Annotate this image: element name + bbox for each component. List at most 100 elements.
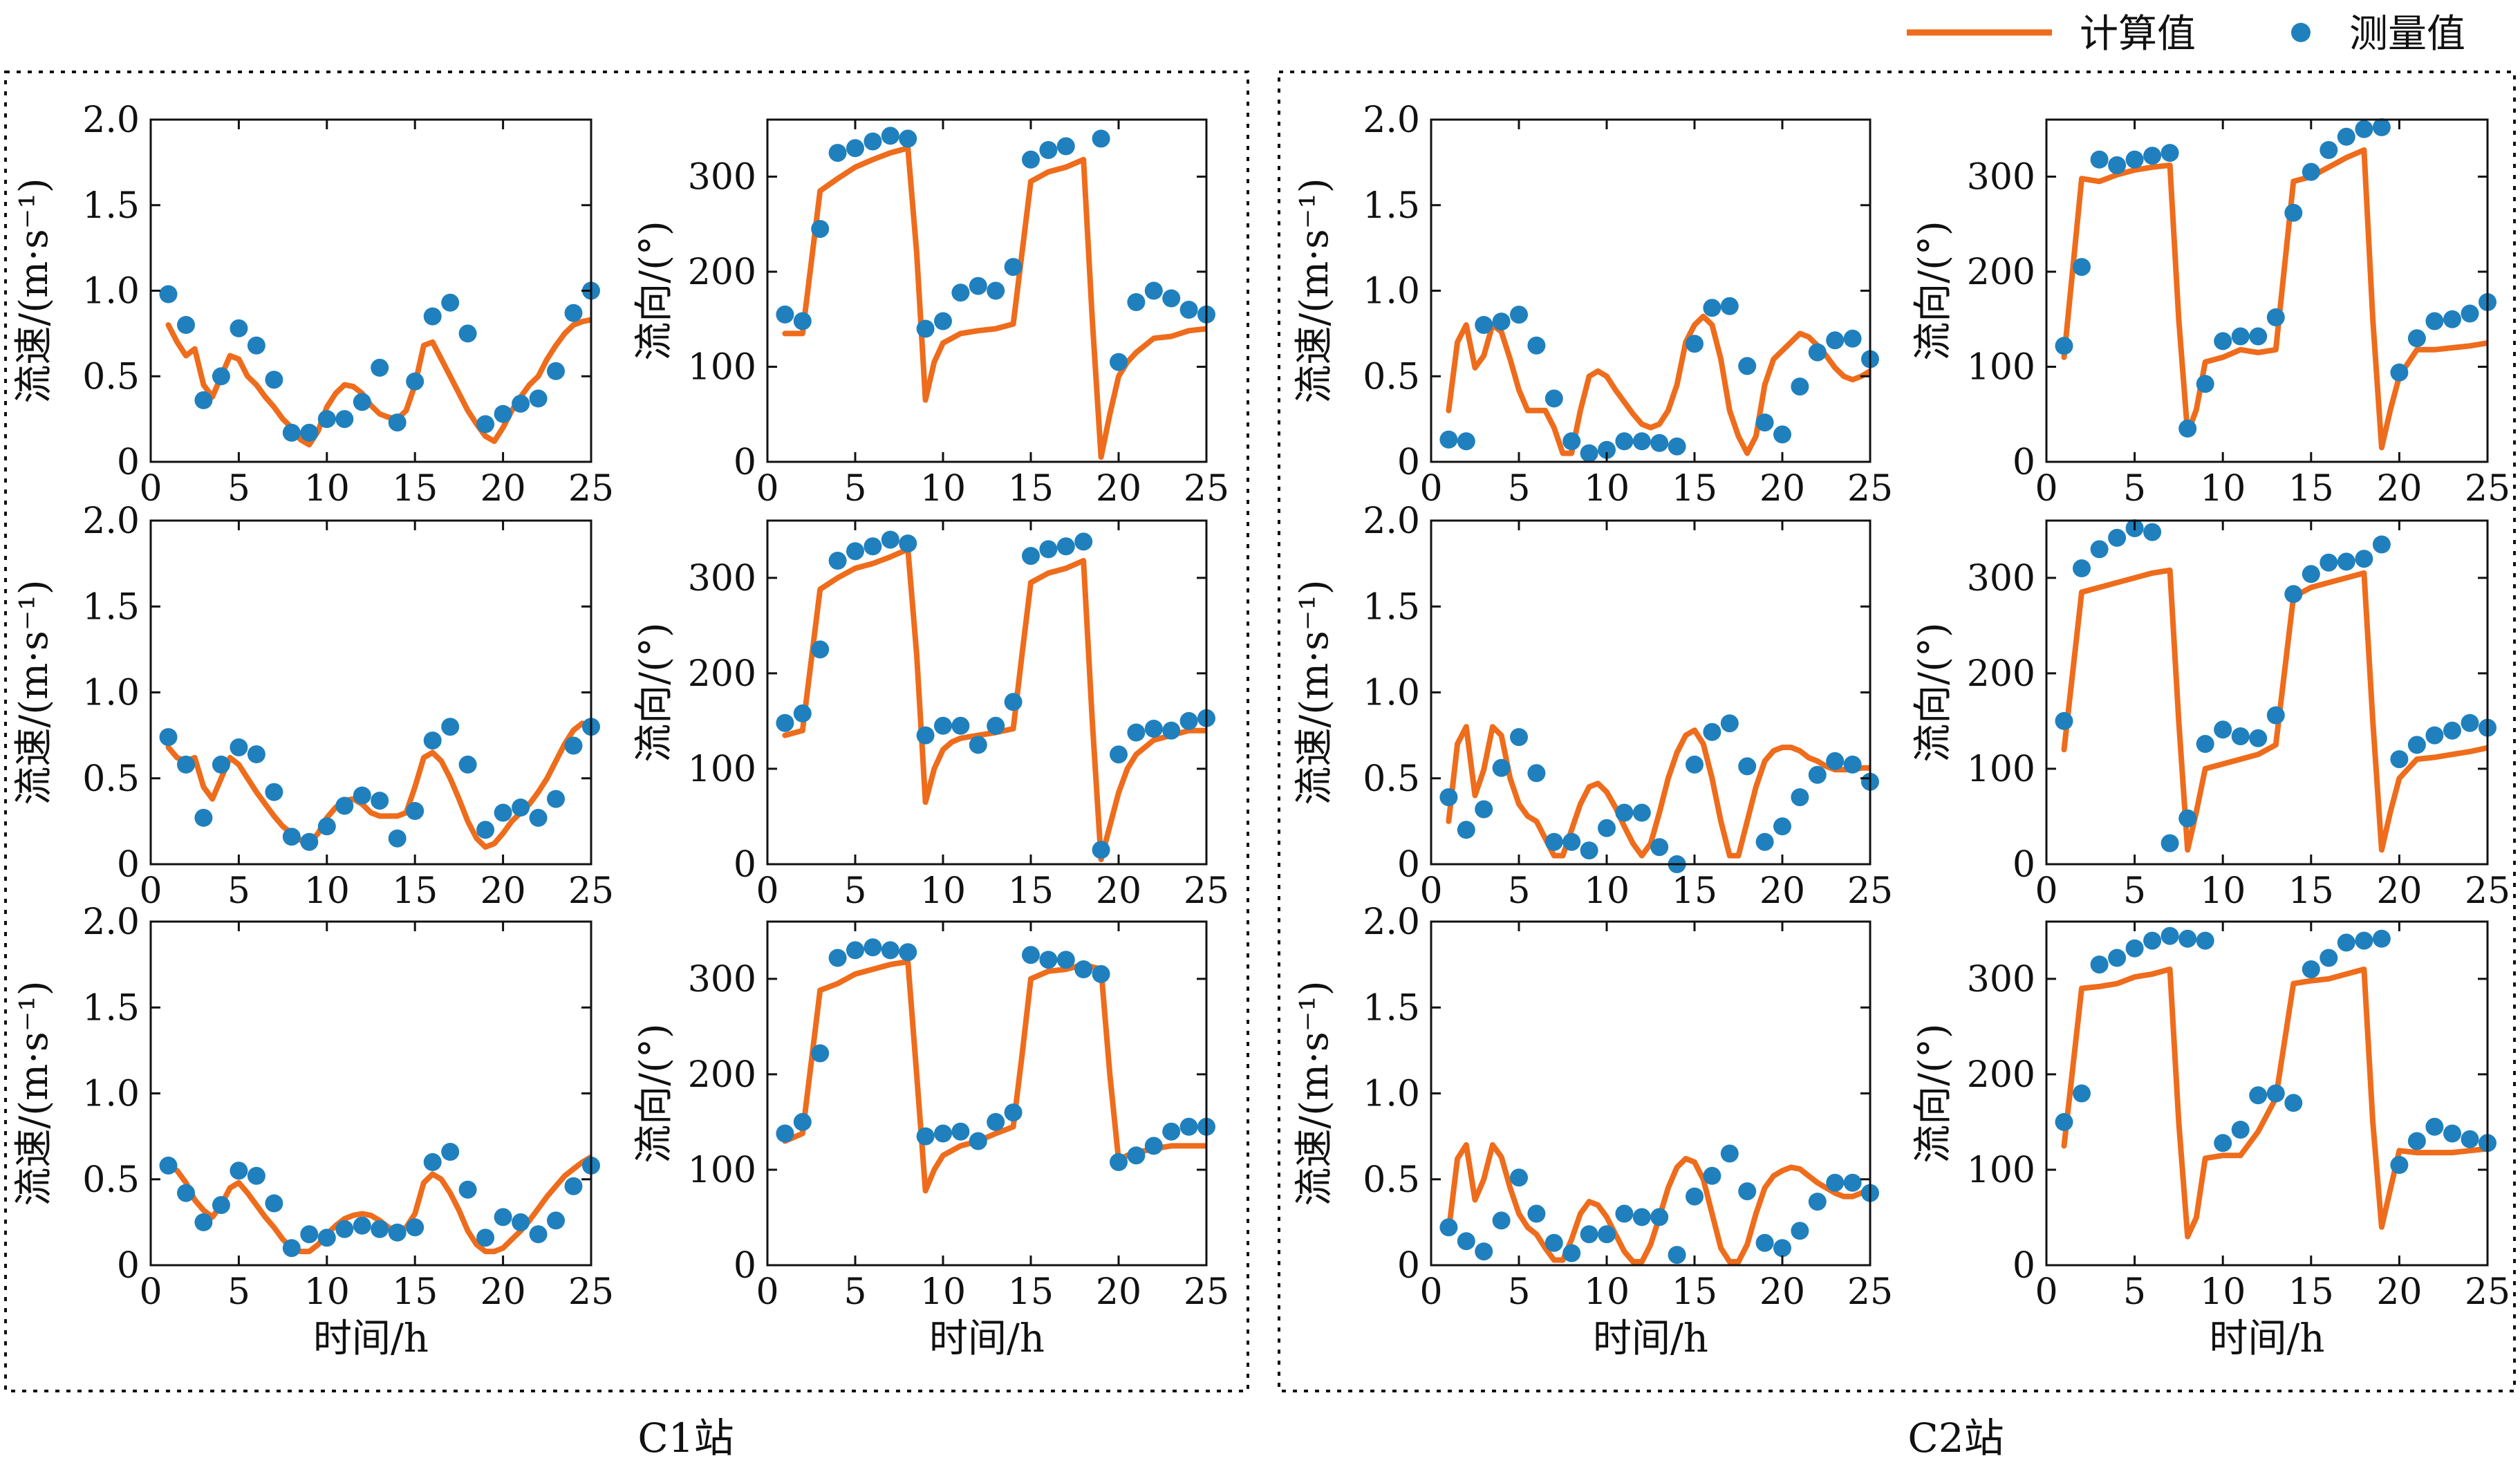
meas-point-r1c2-21 xyxy=(1162,289,1181,308)
meas-point-r3c1-20 xyxy=(512,1213,530,1231)
meas-point-r1c4-21 xyxy=(2425,312,2444,330)
meas-point-r2c4-18 xyxy=(2372,535,2391,554)
meas-point-r2c1-3 xyxy=(212,755,230,774)
meas-point-r2c1-6 xyxy=(265,783,283,801)
y-tick-label-r3c2-300: 300 xyxy=(688,959,756,1000)
x-tick-label-r3c4-5: 5 xyxy=(2123,1271,2146,1313)
meas-point-r3c3-22 xyxy=(1826,1173,1845,1192)
meas-point-r2c3-8 xyxy=(1580,841,1598,860)
meas-point-r1c2-15 xyxy=(1039,141,1058,159)
y-tick-label-r2c2-300: 300 xyxy=(688,558,756,599)
x-tick-label-r2c3-0: 0 xyxy=(1419,870,1442,912)
calc-line-r2c2 xyxy=(782,546,1206,863)
meas-point-r3c1-0 xyxy=(159,1156,178,1175)
meas-point-r1c3-6 xyxy=(1544,389,1563,408)
meas-point-r1c3-13 xyxy=(1668,437,1686,456)
y-tick-label-r3c1-1.5: 1.5 xyxy=(82,987,140,1029)
meas-point-r2c1-21 xyxy=(529,808,548,827)
meas-point-r3c2-20 xyxy=(1127,1146,1146,1165)
meas-point-r1c1-10 xyxy=(335,410,354,429)
meas-point-r3c2-15 xyxy=(1039,951,1058,969)
x-tick-label-r2c4-5: 5 xyxy=(2123,870,2146,912)
plot-frame-r2c4 xyxy=(2045,519,2489,866)
meas-point-r1c3-4 xyxy=(1510,306,1528,324)
y-tick-label-r1c2-0: 0 xyxy=(734,442,756,483)
y-axis-label-r2c3: 流速/(m·s⁻¹) xyxy=(1292,579,1337,805)
meas-point-r1c4-10 xyxy=(2231,327,2250,346)
x-tick-label-r3c2-0: 0 xyxy=(756,1271,778,1313)
meas-point-r2c3-16 xyxy=(1720,714,1739,733)
meas-point-r2c2-18 xyxy=(1092,841,1110,859)
y-axis-label-r2c2: 流向/(°) xyxy=(632,622,677,763)
meas-point-r2c4-7 xyxy=(2178,809,2197,828)
y-tick-label-r3c1-0: 0 xyxy=(117,1245,140,1287)
meas-point-r3c2-12 xyxy=(987,1112,1005,1131)
meas-point-r2c1-19 xyxy=(494,803,512,822)
y-tick-label-r3c3-0.5: 0.5 xyxy=(1363,1159,1420,1201)
meas-point-r3c2-8 xyxy=(916,1127,935,1146)
x-tick-label-r3c2-10: 10 xyxy=(920,1271,966,1313)
meas-point-r2c4-20 xyxy=(2407,736,2426,754)
x-tick-label-r3c4-0: 0 xyxy=(2035,1271,2057,1313)
meas-point-r1c1-21 xyxy=(529,389,548,408)
meas-point-r2c1-4 xyxy=(230,738,248,756)
meas-point-r2c1-22 xyxy=(547,790,565,808)
y-tick-label-r1c4-100: 100 xyxy=(1967,347,2035,389)
meas-point-r2c3-7 xyxy=(1562,832,1581,851)
meas-point-r2c2-21 xyxy=(1144,720,1163,738)
meas-point-r2c4-15 xyxy=(2320,553,2338,572)
meas-point-r3c3-23 xyxy=(1843,1173,1862,1192)
y-tick-label-r2c3-2: 2.0 xyxy=(1363,501,1420,542)
x-tick-label-r3c3-10: 10 xyxy=(1584,1271,1630,1313)
y-tick-label-r3c2-100: 100 xyxy=(688,1150,756,1191)
meas-point-r1c4-16 xyxy=(2337,127,2355,146)
meas-point-r2c1-5 xyxy=(247,745,265,763)
meas-point-r2c1-2 xyxy=(194,808,213,827)
meas-point-r1c3-9 xyxy=(1598,440,1616,459)
y-axis-label-r3c3: 流速/(m·s⁻¹) xyxy=(1292,980,1337,1206)
meas-point-r1c1-1 xyxy=(177,316,195,334)
x-tick-label-r3c2-5: 5 xyxy=(843,1271,866,1313)
meas-point-r3c3-18 xyxy=(1755,1233,1774,1252)
meas-point-r1c2-1 xyxy=(793,312,812,330)
y-axis-label-r2c1: 流速/(m·s⁻¹) xyxy=(12,579,57,805)
meas-point-r2c4-8 xyxy=(2196,735,2214,753)
x-tick-label-r1c4-20: 20 xyxy=(2376,468,2422,510)
calc-line-r1c3 xyxy=(1446,313,1870,456)
x-tick-label-r1c1-0: 0 xyxy=(139,468,162,510)
meas-point-r2c4-9 xyxy=(2214,720,2232,739)
meas-point-r2c2-17 xyxy=(1074,532,1093,551)
x-tick-label-r3c1-20: 20 xyxy=(480,1271,526,1313)
y-tick-label-r3c2-200: 200 xyxy=(688,1054,756,1096)
meas-point-r1c1-20 xyxy=(512,394,530,413)
meas-point-r1c2-7 xyxy=(899,129,917,148)
x-tick-label-r3c1-15: 15 xyxy=(392,1271,438,1313)
meas-point-r1c1-18 xyxy=(476,415,495,433)
meas-point-r3c2-22 xyxy=(1162,1122,1181,1141)
meas-point-r3c3-6 xyxy=(1544,1233,1563,1252)
meas-point-r2c2-20 xyxy=(1127,723,1146,742)
meas-point-r2c2-9 xyxy=(934,716,952,735)
x-tick-label-r1c1-15: 15 xyxy=(392,468,438,510)
meas-point-r1c3-12 xyxy=(1650,433,1669,452)
meas-point-r1c2-6 xyxy=(881,127,899,145)
meas-point-r3c1-13 xyxy=(388,1223,407,1242)
x-tick-label-r3c4-20: 20 xyxy=(2376,1271,2422,1313)
meas-point-r2c1-7 xyxy=(282,828,301,846)
y-tick-label-r2c2-100: 100 xyxy=(688,749,756,790)
y-tick-label-r2c4-0: 0 xyxy=(2013,844,2035,886)
y-tick-label-r1c2-100: 100 xyxy=(688,347,756,389)
y-tick-label-r3c3-1: 1.0 xyxy=(1363,1074,1420,1115)
meas-point-r2c1-9 xyxy=(317,817,336,836)
meas-point-r2c1-14 xyxy=(406,802,424,820)
meas-point-r1c2-14 xyxy=(1022,150,1040,169)
meas-point-r2c1-17 xyxy=(458,755,477,774)
meas-point-r3c2-18 xyxy=(1092,964,1110,983)
y-tick-label-r2c1-1.5: 1.5 xyxy=(82,586,140,628)
meas-point-r1c4-11 xyxy=(2249,327,2268,346)
meas-point-r1c1-19 xyxy=(494,404,512,423)
meas-point-r3c4-17 xyxy=(2355,931,2373,950)
x-tick-label-r1c1-25: 25 xyxy=(568,468,614,510)
subplot-grid: 0 5 10 15 20 25 0 0.5 1.0 1.5 2.0 流速/(m·s⁻¹) 0 5 10 15 2… xyxy=(12,100,2510,1361)
x-tick-label-r2c3-25: 25 xyxy=(1847,870,1893,912)
